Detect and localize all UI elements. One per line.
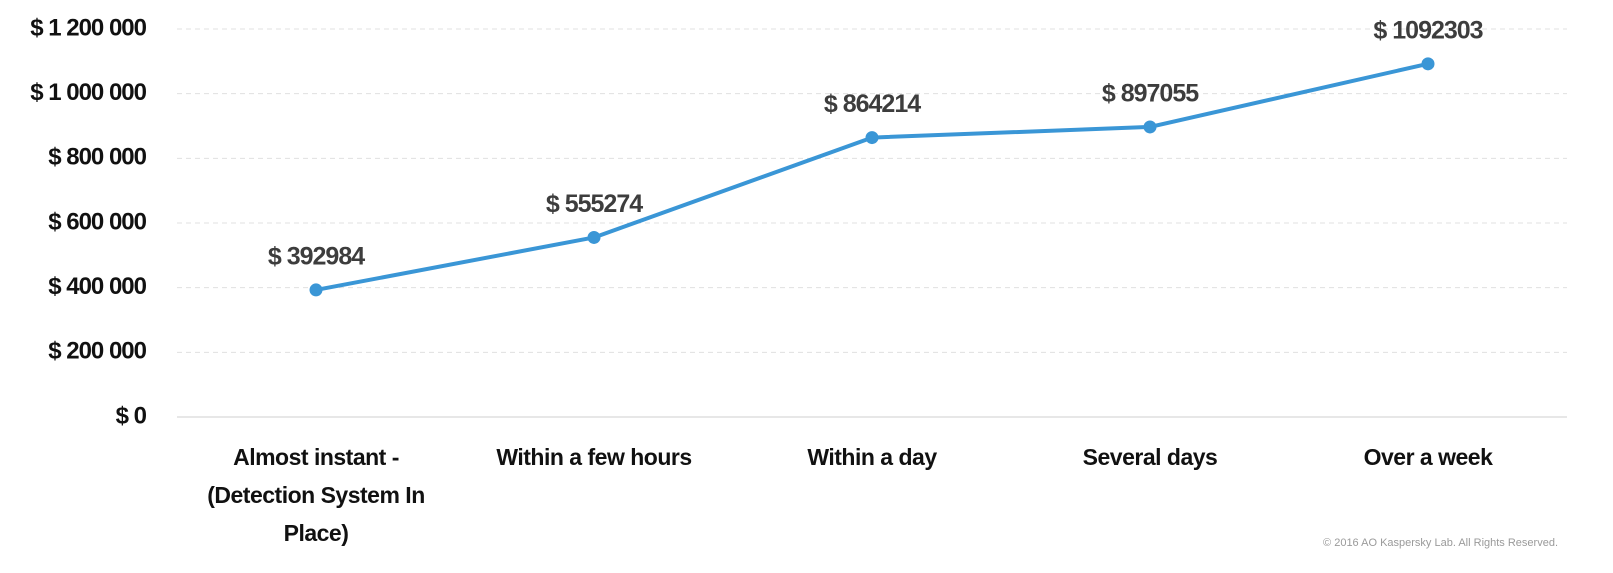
data-label: $ 1092303 [1373, 16, 1482, 44]
y-tick-label: $ 800 000 [48, 144, 146, 171]
x-tick-label: Several days [1082, 444, 1218, 470]
x-tick-label: Over a week [1363, 444, 1493, 470]
y-tick-label: $ 0 [116, 402, 147, 429]
point [309, 283, 323, 297]
x-tick-label: Almost instant - (Detection System In Pl… [207, 444, 425, 546]
point [1421, 57, 1435, 71]
data-label: $ 555274 [546, 190, 643, 218]
point [587, 230, 601, 244]
x-tick-label: Within a day [807, 444, 937, 470]
data-label: $ 392984 [268, 243, 365, 271]
y-tick-label: $ 1 200 000 [30, 14, 146, 41]
y-tick-label: $ 400 000 [48, 273, 146, 300]
point [865, 131, 879, 145]
credit: © 2016 AO Kaspersky Lab. All Rights Rese… [1323, 537, 1558, 549]
y-tick-label: $ 200 000 [48, 338, 146, 365]
y-tick-label: $ 1 000 000 [30, 79, 146, 106]
point [1143, 120, 1157, 134]
y-tick-label: $ 600 000 [48, 208, 146, 235]
data-label: $ 897055 [1102, 80, 1199, 108]
data-label: $ 864214 [824, 90, 921, 118]
x-tick-label: Within a few hours [496, 444, 692, 470]
